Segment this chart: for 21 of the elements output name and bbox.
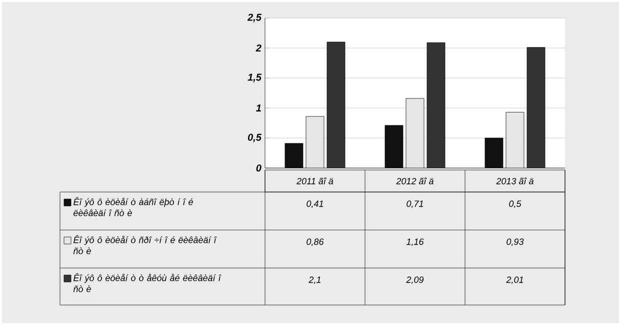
x-tick-label: 2013 ãî ä xyxy=(496,178,534,184)
data-label: 0,5 xyxy=(509,200,522,208)
legend-label: Êî ýô ô èöèåí ò ò åêóù åé ëèêâèäí î ñò è xyxy=(73,273,222,292)
y-tick-label: 0 xyxy=(256,164,262,172)
data-label: 1,16 xyxy=(406,238,424,246)
y-tick-label: 2,5 xyxy=(247,14,262,22)
y-tick-label: 1,5 xyxy=(248,74,262,82)
x-tick-label: 2011 ãî ä xyxy=(296,178,334,184)
data-label: 0,71 xyxy=(406,200,424,208)
legend-label: Êî ýô ô èöèåí ò àáñî ëþò í î é ëèêâèäí î ñò è xyxy=(73,197,193,216)
data-label: 0,86 xyxy=(306,238,324,246)
y-tick-label: 1 xyxy=(256,104,261,112)
data-label: 0,93 xyxy=(506,238,524,246)
y-tick-label: 0,5 xyxy=(248,134,262,142)
data-label: 2,01 xyxy=(506,276,524,284)
data-label: 2,09 xyxy=(406,276,424,284)
x-tick-label: 2012 ãî ä xyxy=(396,178,434,184)
legend-label: Êî ýô ô èöèåí ò ñðî ÷í î é ëèêâèäí î ñò è xyxy=(73,235,217,254)
data-label: 2,1 xyxy=(308,276,321,284)
y-tick-label: 2 xyxy=(256,44,262,52)
data-label: 0,41 xyxy=(306,200,324,208)
